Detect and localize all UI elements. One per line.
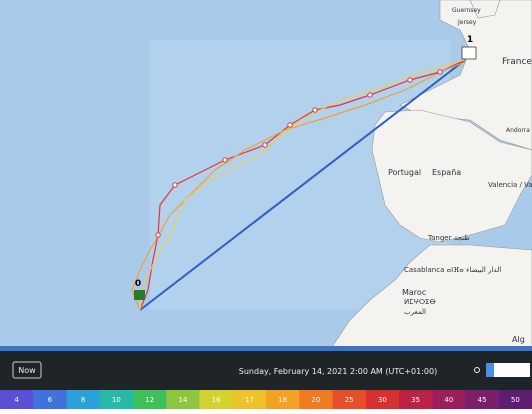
scale-label: 8 (81, 396, 85, 404)
england-land (469, 0, 501, 19)
great-circle-route (139, 59, 466, 311)
place-label: المغرب (404, 308, 426, 316)
fleet-track-other (139, 59, 466, 311)
scale-label: 45 (478, 396, 487, 404)
scale-swatch (99, 390, 134, 409)
scale-label: 6 (48, 396, 53, 404)
finish-marker: 1 (467, 35, 473, 45)
fleet-track-lead (139, 59, 466, 311)
scale-label: 14 (178, 396, 187, 404)
place-label: Alg (512, 335, 525, 344)
zoom-slider[interactable] (486, 363, 530, 377)
scale-swatch (332, 390, 367, 409)
france-land (399, 0, 532, 151)
scale-swatch (232, 390, 267, 409)
place-label: ⵍⵎⵖⵔⵉⴱ (404, 298, 436, 306)
africa-land (329, 244, 532, 351)
track-points (155, 69, 443, 238)
fleet-track-chase (131, 61, 466, 311)
start-flag (134, 290, 145, 300)
wind-scale: 4 6 8 10 12 14 16 17 18 20 25 30 35 40 45 50 (0, 390, 532, 409)
scale-label: 20 (311, 396, 320, 404)
scale-swatch (299, 390, 333, 409)
iberia-land (371, 109, 532, 243)
zoom-icon[interactable] (474, 367, 480, 373)
place-label: Andorra (506, 127, 530, 134)
place-label: Jersey (457, 19, 477, 26)
place-label: Portugal (388, 168, 421, 177)
now-button-label[interactable]: Now (18, 366, 36, 375)
place-label: Maroc (402, 288, 426, 297)
place-label: France (502, 57, 532, 67)
scale-swatch (133, 390, 167, 409)
place-label: España (432, 168, 461, 177)
scale-label: 10 (112, 396, 121, 404)
scale-swatch (199, 390, 234, 409)
date-label: Sunday, February 14, 2021 2:00 AM (UTC+0… (239, 367, 437, 376)
scale-swatch (166, 390, 200, 409)
place-labels: Guernsey Jersey France Andorra Portugal Españ… (388, 7, 532, 344)
scale-label: 40 (444, 396, 453, 404)
scale-swatch (365, 390, 400, 409)
place-label: Guernsey (452, 7, 481, 14)
scale-label: 35 (411, 396, 420, 404)
scale-label: 16 (212, 396, 221, 404)
scale-swatch (498, 390, 532, 409)
zoom-slider-thumb[interactable] (486, 363, 494, 377)
scale-label: 17 (245, 396, 254, 404)
place-label: Casablanca ⴰⵏⴼⴰ الدار البيضاء (404, 266, 501, 274)
scale-label: 12 (145, 396, 154, 404)
scale-swatch (432, 390, 466, 409)
scale-swatch (66, 390, 101, 409)
place-label: Tanger طنجة (427, 234, 470, 242)
scale-label: 18 (278, 396, 287, 404)
place-label: Valencia / València (488, 181, 532, 189)
scale-swatch (465, 390, 500, 409)
scale-label: 30 (378, 396, 387, 404)
scale-label: 4 (14, 396, 19, 404)
scale-label: 50 (511, 396, 520, 404)
timeline-track[interactable] (0, 346, 532, 351)
scale-swatch (0, 390, 34, 409)
now-button[interactable] (12, 361, 42, 379)
scale-swatch (33, 390, 67, 409)
start-marker: 0 (135, 279, 141, 289)
scale-swatch (399, 390, 433, 409)
scale-label: 25 (345, 396, 354, 404)
scale-swatch (266, 390, 300, 409)
finish-flag (461, 46, 477, 60)
